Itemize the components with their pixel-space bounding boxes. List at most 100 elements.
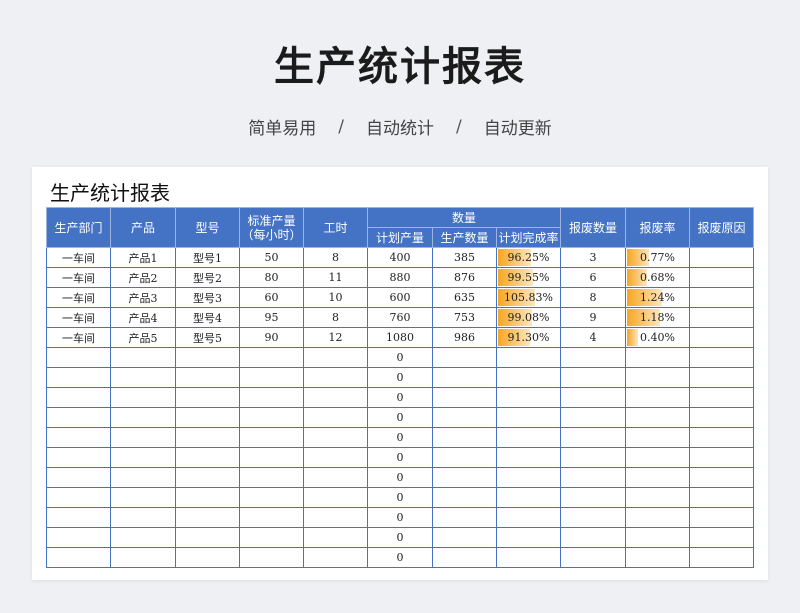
cell-model[interactable]: 型号4 — [175, 307, 240, 328]
cell-completion[interactable] — [495, 407, 562, 428]
cell-std-output[interactable]: 50 — [239, 247, 304, 268]
cell-product[interactable] — [110, 387, 176, 408]
cell-scrap-qty[interactable] — [560, 427, 627, 448]
cell-completion[interactable] — [495, 487, 562, 508]
cell-scrap-qty[interactable]: 4 — [560, 327, 627, 348]
cell-scrap-qty[interactable]: 6 — [560, 267, 627, 288]
cell-dept[interactable] — [46, 407, 111, 428]
cell-completion[interactable] — [495, 527, 562, 548]
cell-completion[interactable]: 105.83% — [495, 287, 562, 308]
cell-hours[interactable] — [303, 367, 368, 388]
cell-completion[interactable] — [495, 507, 562, 528]
cell-hours[interactable] — [303, 487, 368, 508]
cell-hours[interactable] — [303, 447, 368, 468]
cell-std-output[interactable] — [239, 487, 304, 508]
cell-completion[interactable] — [495, 367, 562, 388]
cell-dept[interactable] — [46, 347, 111, 368]
cell-product[interactable]: 产品5 — [110, 327, 176, 348]
cell-produced[interactable] — [432, 407, 497, 428]
cell-scrap-reason[interactable] — [689, 407, 755, 428]
cell-scrap-rate[interactable] — [625, 407, 691, 428]
cell-dept[interactable] — [46, 447, 111, 468]
cell-product[interactable] — [110, 427, 176, 448]
cell-hours[interactable]: 11 — [303, 267, 368, 288]
cell-scrap-rate[interactable] — [625, 547, 691, 568]
cell-scrap-qty[interactable] — [560, 347, 627, 368]
cell-product[interactable]: 产品2 — [110, 267, 176, 288]
cell-model[interactable] — [175, 447, 240, 468]
cell-hours[interactable] — [303, 407, 368, 428]
cell-model[interactable] — [175, 407, 240, 428]
cell-scrap-reason[interactable] — [689, 327, 755, 348]
cell-scrap-qty[interactable] — [560, 367, 627, 388]
cell-product[interactable] — [110, 407, 176, 428]
cell-scrap-rate[interactable]: 1.18% — [625, 307, 691, 328]
cell-scrap-reason[interactable] — [689, 267, 755, 288]
cell-model[interactable] — [175, 347, 240, 368]
cell-std-output[interactable] — [239, 547, 304, 568]
cell-scrap-rate[interactable] — [625, 467, 691, 488]
cell-scrap-reason[interactable] — [689, 287, 755, 308]
cell-scrap-reason[interactable] — [689, 507, 755, 528]
cell-produced[interactable] — [432, 547, 497, 568]
cell-completion[interactable] — [495, 387, 562, 408]
cell-dept[interactable]: 一车间 — [46, 307, 111, 328]
cell-scrap-reason[interactable] — [689, 387, 755, 408]
cell-std-output[interactable] — [239, 367, 304, 388]
cell-product[interactable]: 产品4 — [110, 307, 176, 328]
cell-hours[interactable]: 8 — [303, 307, 368, 328]
cell-model[interactable] — [175, 367, 240, 388]
cell-hours[interactable] — [303, 427, 368, 448]
cell-scrap-rate[interactable] — [625, 487, 691, 508]
cell-model[interactable] — [175, 387, 240, 408]
cell-planned[interactable]: 0 — [367, 447, 433, 468]
cell-scrap-qty[interactable] — [560, 487, 627, 508]
cell-model[interactable] — [175, 467, 240, 488]
cell-std-output[interactable] — [239, 447, 304, 468]
cell-hours[interactable]: 10 — [303, 287, 368, 308]
cell-product[interactable] — [110, 347, 176, 368]
cell-hours[interactable] — [303, 547, 368, 568]
cell-model[interactable]: 型号3 — [175, 287, 240, 308]
cell-produced[interactable]: 753 — [432, 307, 497, 328]
cell-model[interactable] — [175, 547, 240, 568]
cell-model[interactable] — [175, 427, 240, 448]
cell-completion[interactable] — [495, 447, 562, 468]
cell-planned[interactable]: 0 — [367, 507, 433, 528]
cell-planned[interactable]: 760 — [367, 307, 433, 328]
cell-scrap-rate[interactable] — [625, 527, 691, 548]
cell-std-output[interactable] — [239, 507, 304, 528]
cell-model[interactable] — [175, 527, 240, 548]
cell-scrap-reason[interactable] — [689, 367, 755, 388]
cell-planned[interactable]: 400 — [367, 247, 433, 268]
cell-dept[interactable] — [46, 547, 111, 568]
cell-product[interactable] — [110, 367, 176, 388]
cell-scrap-rate[interactable] — [625, 507, 691, 528]
cell-produced[interactable] — [432, 447, 497, 468]
cell-scrap-reason[interactable] — [689, 527, 755, 548]
cell-scrap-qty[interactable]: 9 — [560, 307, 627, 328]
cell-scrap-reason[interactable] — [689, 447, 755, 468]
cell-planned[interactable]: 1080 — [367, 327, 433, 348]
cell-completion[interactable] — [495, 547, 562, 568]
cell-produced[interactable]: 635 — [432, 287, 497, 308]
cell-produced[interactable] — [432, 507, 497, 528]
cell-planned[interactable]: 0 — [367, 347, 433, 368]
cell-scrap-reason[interactable] — [689, 547, 755, 568]
cell-dept[interactable] — [46, 367, 111, 388]
cell-completion[interactable]: 96.25% — [495, 247, 562, 268]
cell-hours[interactable]: 12 — [303, 327, 368, 348]
cell-hours[interactable] — [303, 507, 368, 528]
cell-produced[interactable] — [432, 347, 497, 368]
cell-scrap-reason[interactable] — [689, 467, 755, 488]
cell-dept[interactable]: 一车间 — [46, 267, 111, 288]
cell-dept[interactable] — [46, 507, 111, 528]
cell-produced[interactable] — [432, 427, 497, 448]
cell-completion[interactable]: 99.55% — [495, 267, 562, 288]
cell-scrap-qty[interactable] — [560, 507, 627, 528]
cell-completion[interactable]: 91.30% — [495, 327, 562, 348]
cell-scrap-rate[interactable] — [625, 347, 691, 368]
cell-scrap-qty[interactable]: 8 — [560, 287, 627, 308]
cell-model[interactable]: 型号5 — [175, 327, 240, 348]
cell-std-output[interactable]: 90 — [239, 327, 304, 348]
